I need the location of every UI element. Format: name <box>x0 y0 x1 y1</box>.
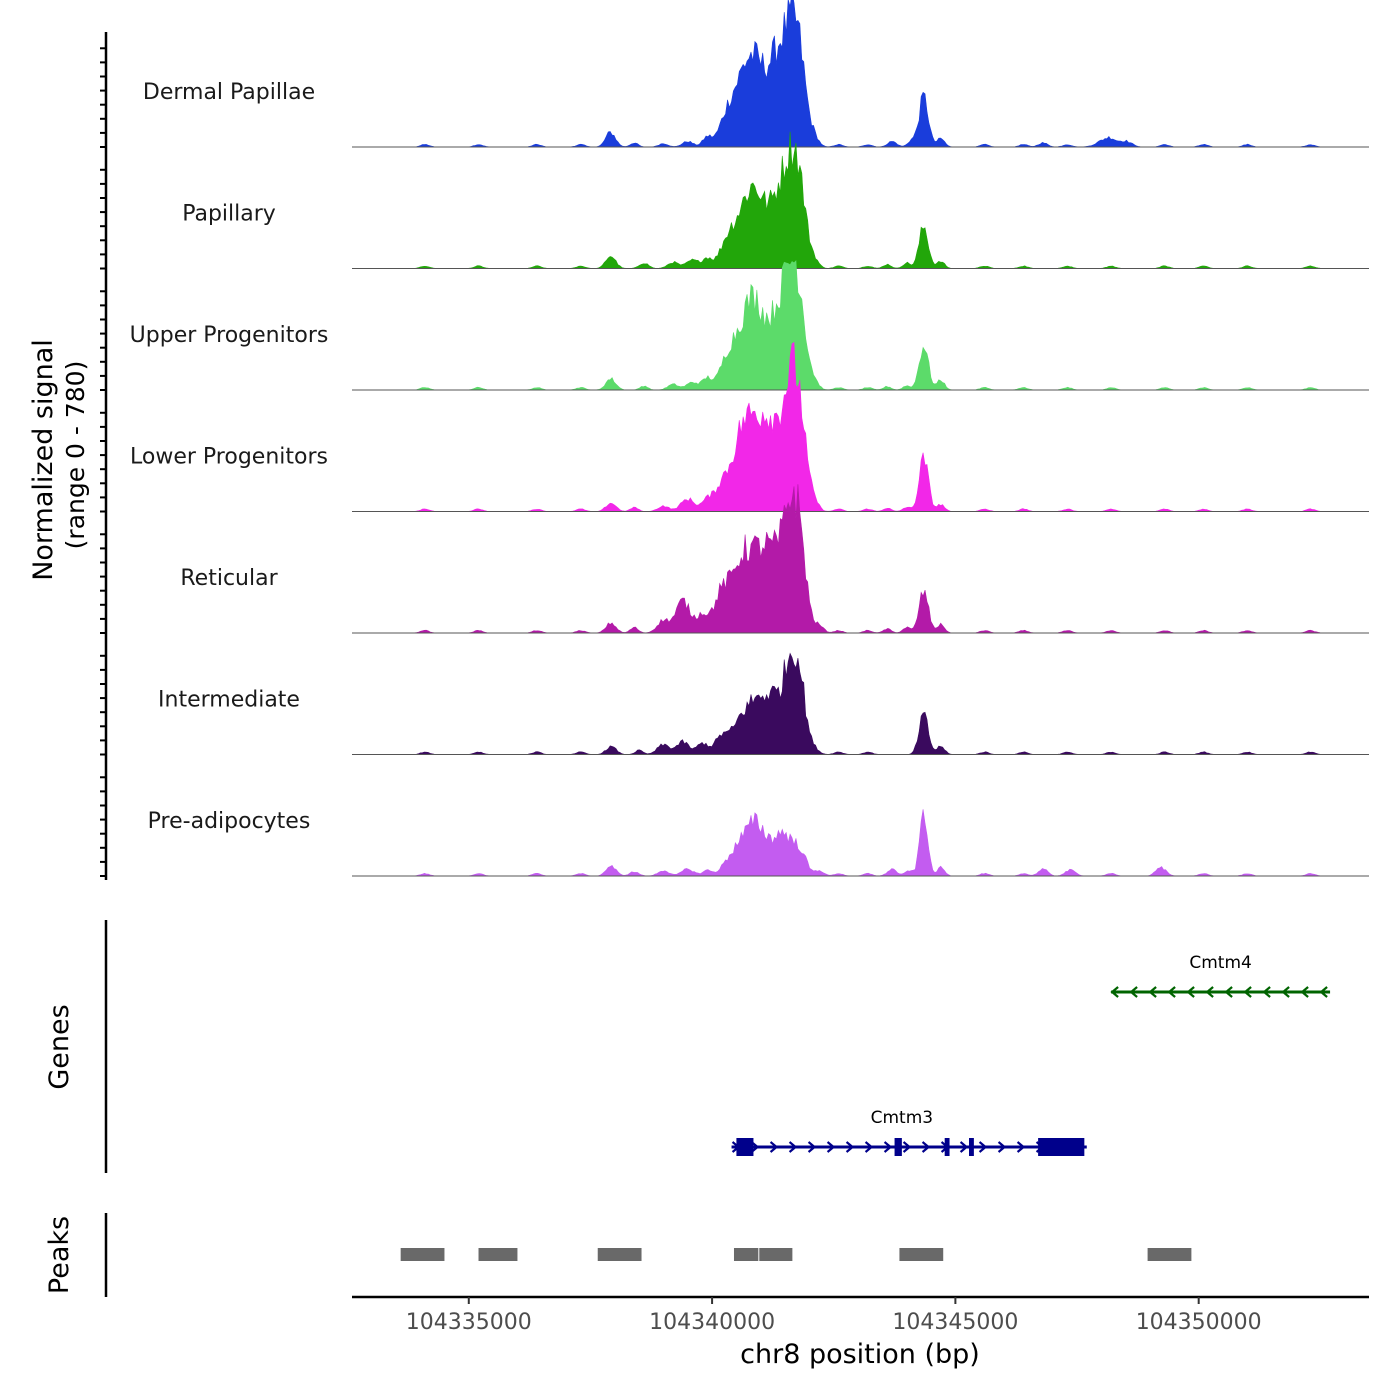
strand-arrow <box>1262 986 1271 998</box>
strand-arrow <box>864 1141 874 1153</box>
peak-region <box>478 1248 518 1261</box>
peak-region <box>733 1248 759 1261</box>
strand-arrow <box>807 1141 817 1153</box>
peaks-axis-title: Peaks <box>44 1216 75 1294</box>
track-label: Dermal Papillae <box>143 80 315 105</box>
peak-region <box>400 1248 445 1261</box>
track-reticular: Reticular <box>180 484 1369 634</box>
track-label: Lower Progenitors <box>130 445 328 470</box>
strand-arrow <box>826 1141 836 1153</box>
track-dermal-papillae: Dermal Papillae <box>143 0 1369 148</box>
strand-arrow <box>1186 986 1195 998</box>
peak-region <box>1147 1248 1192 1261</box>
strand-arrow <box>978 1141 988 1153</box>
x-tick-label: 104335000 <box>406 1310 532 1335</box>
strand-arrow <box>1129 986 1138 998</box>
coverage-area <box>352 652 1369 755</box>
exon <box>736 1138 754 1156</box>
strand-arrow <box>1281 986 1290 998</box>
track-label: Papillary <box>182 202 276 227</box>
coverage-area <box>352 809 1369 877</box>
peak-region <box>899 1248 944 1261</box>
track-upper-progenitors: Upper Progenitors <box>130 260 1369 391</box>
track-label: Reticular <box>180 566 278 591</box>
strand-arrow <box>921 1141 931 1153</box>
coverage-area <box>352 341 1369 512</box>
strand-arrow <box>1148 986 1157 998</box>
gene-cmtm4: Cmtm4 <box>1110 953 1331 998</box>
strand-arrow <box>883 1141 893 1153</box>
strand-arrow <box>959 1141 969 1153</box>
x-tick-label: 104340000 <box>649 1310 775 1335</box>
track-label: Pre-adipocytes <box>148 809 311 834</box>
exon <box>969 1138 974 1156</box>
coverage-area <box>352 131 1369 269</box>
coverage-tracks: Dermal Papillae Papillary Upper Progenitor… <box>130 0 1369 877</box>
coverage-area <box>352 0 1369 148</box>
strand-arrow <box>1319 986 1328 998</box>
track-label: Upper Progenitors <box>130 323 329 348</box>
peak-region <box>759 1248 793 1261</box>
x-tick-label: 104345000 <box>892 1310 1018 1335</box>
strand-arrow <box>1016 1141 1026 1153</box>
strand-arrow <box>1110 986 1119 998</box>
strand-arrow <box>845 1141 855 1153</box>
track-intermediate: Intermediate <box>158 652 1369 755</box>
track-lower-progenitors: Lower Progenitors <box>130 341 1369 512</box>
y-axis-title-line1: Normalized signal <box>28 339 59 581</box>
x-tick-label: 104350000 <box>1136 1310 1262 1335</box>
x-axis-ticks: 104335000 104340000 104345000 104350000 <box>406 1297 1262 1335</box>
strand-arrow <box>788 1141 798 1153</box>
peak-region <box>597 1248 642 1261</box>
exon <box>894 1138 902 1156</box>
gene-label: Cmtm4 <box>1189 953 1251 973</box>
x-axis-title: chr8 position (bp) <box>740 1339 980 1370</box>
genes-axis-title: Genes <box>44 1004 75 1089</box>
strand-arrow <box>769 1141 779 1153</box>
strand-arrow <box>1167 986 1176 998</box>
coverage-area <box>352 484 1369 634</box>
track-papillary: Papillary <box>182 131 1369 269</box>
gene-label: Cmtm3 <box>871 1108 933 1128</box>
strand-arrow <box>997 1141 1007 1153</box>
track-pre-adipocytes: Pre-adipocytes <box>148 809 1369 877</box>
strand-arrow <box>1243 986 1252 998</box>
exon <box>944 1138 950 1156</box>
strand-arrow <box>1300 986 1309 998</box>
coverage-y-ticks <box>100 47 106 877</box>
gene-cmtm3: Cmtm3 <box>731 1108 1087 1156</box>
track-label: Intermediate <box>158 688 300 713</box>
strand-arrow <box>750 1141 760 1153</box>
strand-arrow <box>1205 986 1214 998</box>
genes-panel: Cmtm4 Cmtm3 <box>731 953 1331 1156</box>
coverage-area <box>352 260 1369 391</box>
peaks-panel <box>400 1248 1192 1261</box>
strand-arrow <box>902 1141 912 1153</box>
exon <box>1038 1138 1085 1156</box>
y-axis-title-line2: (range 0 - 780) <box>61 361 90 550</box>
strand-arrow <box>1224 986 1233 998</box>
